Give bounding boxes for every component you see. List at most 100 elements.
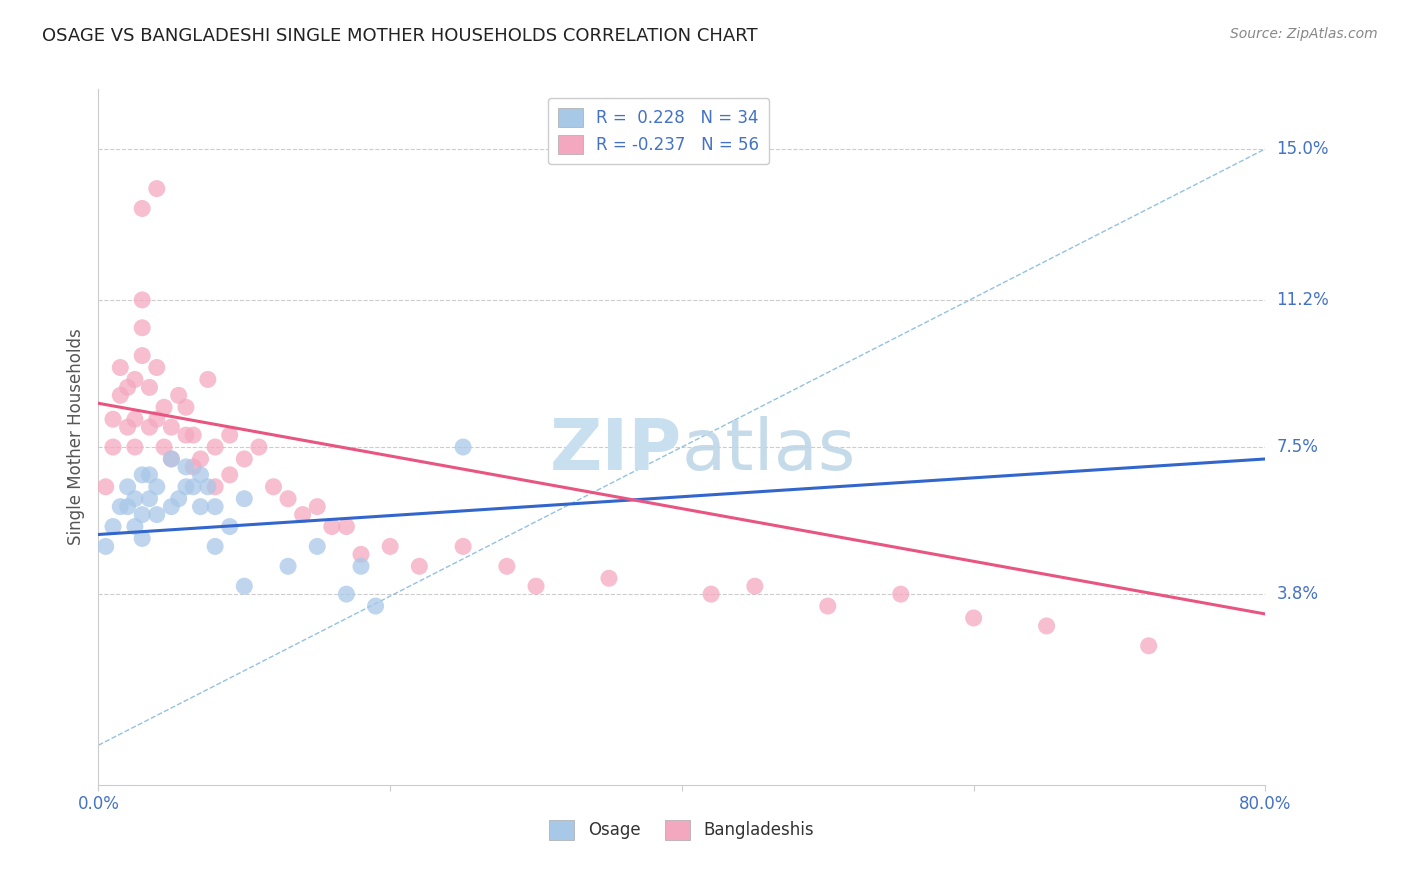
Point (190, 467, 212, 482)
Text: atlas: atlas (682, 417, 856, 485)
Text: Source: ZipAtlas.com: Source: ZipAtlas.com (1230, 27, 1378, 41)
Point (364, 599, 387, 613)
Point (124, 372, 146, 386)
Point (1137, 639, 1160, 653)
Point (1035, 619, 1057, 633)
Point (146, 508, 169, 522)
Point (138, 420, 160, 434)
Point (218, 428, 240, 442)
Point (138, 467, 160, 482)
Text: 15.0%: 15.0% (1277, 140, 1329, 158)
Point (190, 500, 212, 514)
Point (131, 202, 153, 216)
Point (117, 480, 139, 494)
Point (277, 491, 299, 506)
Point (277, 559, 299, 574)
Point (167, 491, 190, 506)
Point (218, 519, 240, 533)
Point (110, 360, 132, 375)
Text: OSAGE VS BANGLADESHI SINGLE MOTHER HOUSEHOLDS CORRELATION CHART: OSAGE VS BANGLADESHI SINGLE MOTHER HOUSE… (42, 27, 758, 45)
Point (160, 452, 183, 467)
Point (233, 579, 256, 593)
Point (124, 412, 146, 426)
Point (204, 540, 226, 554)
Point (817, 599, 839, 613)
Point (451, 540, 474, 554)
Point (890, 587, 912, 601)
Point (197, 372, 219, 386)
Point (131, 320, 153, 334)
Point (94, 480, 117, 494)
Point (181, 480, 204, 494)
Point (204, 480, 226, 494)
Point (124, 491, 146, 506)
Point (94, 540, 117, 554)
Point (110, 388, 132, 402)
Point (700, 587, 723, 601)
Point (117, 500, 139, 514)
Point (160, 500, 183, 514)
Point (174, 480, 197, 494)
Point (167, 388, 190, 402)
Point (131, 349, 153, 363)
Point (131, 293, 153, 307)
Point (146, 360, 169, 375)
Point (962, 611, 984, 625)
Point (233, 491, 256, 506)
Point (131, 467, 153, 482)
Point (160, 420, 183, 434)
Point (335, 519, 357, 533)
Point (204, 500, 226, 514)
Point (218, 467, 240, 482)
Point (131, 532, 153, 546)
Point (307, 540, 329, 554)
Point (181, 428, 204, 442)
Point (138, 491, 160, 506)
Point (174, 459, 197, 474)
Point (262, 480, 284, 494)
Point (101, 519, 124, 533)
Point (146, 412, 169, 426)
Point (197, 480, 219, 494)
Point (204, 440, 226, 454)
Point (744, 579, 766, 593)
Point (117, 380, 139, 394)
Point (131, 508, 153, 522)
Point (307, 500, 329, 514)
Point (496, 559, 519, 574)
Text: 7.5%: 7.5% (1277, 438, 1319, 456)
Point (124, 519, 146, 533)
Point (124, 440, 146, 454)
Point (190, 452, 212, 467)
Point (233, 452, 256, 467)
Text: 11.2%: 11.2% (1277, 291, 1329, 309)
Point (146, 181, 169, 195)
Point (408, 559, 430, 574)
Point (101, 440, 124, 454)
Point (153, 440, 176, 454)
Point (335, 587, 357, 601)
Text: 3.8%: 3.8% (1277, 585, 1319, 603)
Point (291, 508, 314, 522)
Point (174, 401, 197, 415)
Point (174, 428, 197, 442)
Point (160, 452, 183, 467)
Y-axis label: Single Mother Households: Single Mother Households (67, 329, 86, 545)
Point (451, 440, 474, 454)
Legend: Osage, Bangladeshis: Osage, Bangladeshis (543, 814, 821, 847)
Point (247, 440, 270, 454)
Point (350, 547, 373, 561)
Point (321, 519, 343, 533)
Point (153, 401, 176, 415)
Point (598, 571, 620, 585)
Point (110, 500, 132, 514)
Text: ZIP: ZIP (550, 417, 682, 485)
Point (524, 579, 547, 593)
Point (350, 559, 373, 574)
Point (146, 480, 169, 494)
Point (117, 420, 139, 434)
Point (138, 380, 160, 394)
Point (101, 412, 124, 426)
Point (380, 540, 402, 554)
Point (181, 459, 204, 474)
